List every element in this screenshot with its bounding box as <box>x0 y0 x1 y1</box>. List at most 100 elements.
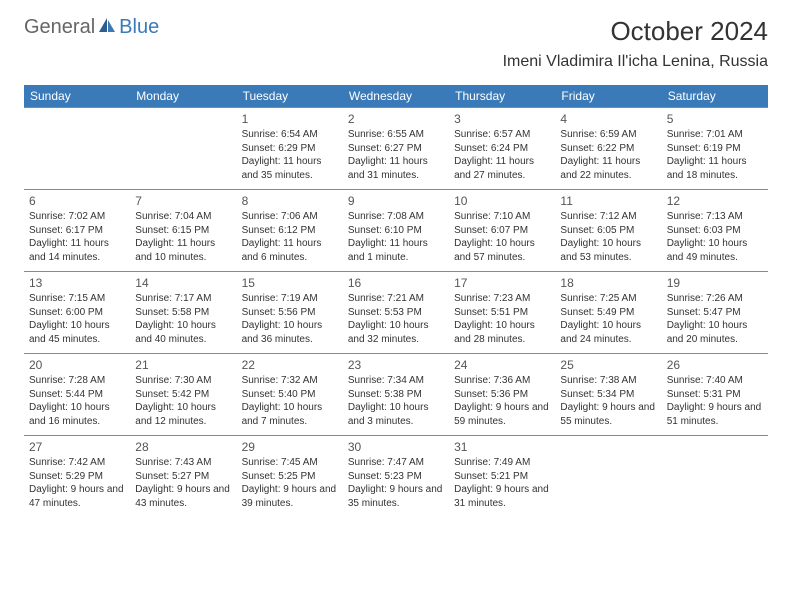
day-detail-line: Daylight: 10 hours and 12 minutes. <box>135 401 231 428</box>
day-detail-line: Sunrise: 7:34 AM <box>348 374 444 388</box>
day-detail-line: Sunrise: 6:59 AM <box>560 128 656 142</box>
day-detail-line: Daylight: 9 hours and 35 minutes. <box>348 483 444 510</box>
day-number: 20 <box>29 357 125 373</box>
day-detail-line: Daylight: 11 hours and 6 minutes. <box>242 237 338 264</box>
page-title: October 2024 <box>503 16 768 47</box>
day-number: 10 <box>454 193 550 209</box>
day-number: 18 <box>560 275 656 291</box>
day-detail-line: Sunrise: 7:04 AM <box>135 210 231 224</box>
day-number: 7 <box>135 193 231 209</box>
day-number: 4 <box>560 111 656 127</box>
calendar-week-row: 6Sunrise: 7:02 AMSunset: 6:17 PMDaylight… <box>24 190 768 272</box>
calendar-day-cell: 4Sunrise: 6:59 AMSunset: 6:22 PMDaylight… <box>555 108 661 190</box>
day-detail-line: Sunrise: 7:12 AM <box>560 210 656 224</box>
day-number: 21 <box>135 357 231 373</box>
calendar-day-cell: 16Sunrise: 7:21 AMSunset: 5:53 PMDayligh… <box>343 272 449 354</box>
day-detail-line: Daylight: 11 hours and 1 minute. <box>348 237 444 264</box>
logo: General Blue <box>24 16 159 39</box>
day-detail-line: Sunset: 5:42 PM <box>135 388 231 402</box>
day-number: 17 <box>454 275 550 291</box>
day-detail-line: Sunrise: 7:17 AM <box>135 292 231 306</box>
day-detail-line: Daylight: 10 hours and 40 minutes. <box>135 319 231 346</box>
day-number: 16 <box>348 275 444 291</box>
day-detail-line: Sunrise: 7:43 AM <box>135 456 231 470</box>
day-detail-line: Sunrise: 7:15 AM <box>29 292 125 306</box>
day-detail-line: Sunset: 5:51 PM <box>454 306 550 320</box>
day-detail-line: Sunrise: 6:57 AM <box>454 128 550 142</box>
day-detail-line: Sunrise: 7:47 AM <box>348 456 444 470</box>
day-detail-line: Sunrise: 7:32 AM <box>242 374 338 388</box>
day-detail-line: Sunset: 6:22 PM <box>560 142 656 156</box>
day-detail-line: Daylight: 10 hours and 49 minutes. <box>667 237 763 264</box>
day-detail-line: Daylight: 10 hours and 7 minutes. <box>242 401 338 428</box>
day-detail-line: Sunrise: 7:02 AM <box>29 210 125 224</box>
day-detail-line: Daylight: 10 hours and 16 minutes. <box>29 401 125 428</box>
day-detail-line: Sunset: 5:27 PM <box>135 470 231 484</box>
day-detail-line: Daylight: 9 hours and 39 minutes. <box>242 483 338 510</box>
day-detail-line: Sunset: 5:25 PM <box>242 470 338 484</box>
day-detail-line: Sunrise: 6:55 AM <box>348 128 444 142</box>
calendar-day-cell: 10Sunrise: 7:10 AMSunset: 6:07 PMDayligh… <box>449 190 555 272</box>
day-number: 2 <box>348 111 444 127</box>
calendar-day-cell: 28Sunrise: 7:43 AMSunset: 5:27 PMDayligh… <box>130 436 236 518</box>
day-detail-line: Daylight: 11 hours and 14 minutes. <box>29 237 125 264</box>
day-detail-line: Sunrise: 7:49 AM <box>454 456 550 470</box>
calendar-day-cell <box>662 436 768 518</box>
day-header: Wednesday <box>343 85 449 108</box>
calendar-day-cell: 26Sunrise: 7:40 AMSunset: 5:31 PMDayligh… <box>662 354 768 436</box>
day-detail-line: Sunrise: 7:01 AM <box>667 128 763 142</box>
calendar-day-cell: 30Sunrise: 7:47 AMSunset: 5:23 PMDayligh… <box>343 436 449 518</box>
day-number: 29 <box>242 439 338 455</box>
day-detail-line: Sunset: 5:29 PM <box>29 470 125 484</box>
day-detail-line: Sunset: 5:58 PM <box>135 306 231 320</box>
title-block: October 2024 Imeni Vladimira Il'icha Len… <box>503 16 768 71</box>
calendar-day-cell: 12Sunrise: 7:13 AMSunset: 6:03 PMDayligh… <box>662 190 768 272</box>
day-detail-line: Sunrise: 7:23 AM <box>454 292 550 306</box>
day-number: 28 <box>135 439 231 455</box>
day-number: 12 <box>667 193 763 209</box>
day-detail-line: Sunset: 5:49 PM <box>560 306 656 320</box>
calendar-day-cell <box>555 436 661 518</box>
day-detail-line: Sunrise: 7:42 AM <box>29 456 125 470</box>
day-detail-line: Daylight: 9 hours and 59 minutes. <box>454 401 550 428</box>
day-header: Tuesday <box>237 85 343 108</box>
day-detail-line: Sunrise: 7:06 AM <box>242 210 338 224</box>
day-detail-line: Sunrise: 7:08 AM <box>348 210 444 224</box>
day-detail-line: Daylight: 9 hours and 47 minutes. <box>29 483 125 510</box>
calendar-day-cell: 31Sunrise: 7:49 AMSunset: 5:21 PMDayligh… <box>449 436 555 518</box>
calendar-day-cell: 20Sunrise: 7:28 AMSunset: 5:44 PMDayligh… <box>24 354 130 436</box>
calendar-day-cell: 1Sunrise: 6:54 AMSunset: 6:29 PMDaylight… <box>237 108 343 190</box>
day-number: 22 <box>242 357 338 373</box>
calendar-week-row: 1Sunrise: 6:54 AMSunset: 6:29 PMDaylight… <box>24 108 768 190</box>
calendar-day-cell: 2Sunrise: 6:55 AMSunset: 6:27 PMDaylight… <box>343 108 449 190</box>
day-detail-line: Sunset: 5:34 PM <box>560 388 656 402</box>
day-detail-line: Daylight: 10 hours and 45 minutes. <box>29 319 125 346</box>
calendar-day-cell: 22Sunrise: 7:32 AMSunset: 5:40 PMDayligh… <box>237 354 343 436</box>
day-detail-line: Daylight: 10 hours and 36 minutes. <box>242 319 338 346</box>
day-detail-line: Sunset: 6:07 PM <box>454 224 550 238</box>
day-detail-line: Sunset: 5:21 PM <box>454 470 550 484</box>
day-detail-line: Sunset: 5:36 PM <box>454 388 550 402</box>
day-detail-line: Sunrise: 7:13 AM <box>667 210 763 224</box>
day-detail-line: Daylight: 9 hours and 55 minutes. <box>560 401 656 428</box>
day-detail-line: Sunset: 5:47 PM <box>667 306 763 320</box>
day-detail-line: Sunset: 5:56 PM <box>242 306 338 320</box>
calendar-day-cell: 24Sunrise: 7:36 AMSunset: 5:36 PMDayligh… <box>449 354 555 436</box>
day-detail-line: Sunrise: 7:38 AM <box>560 374 656 388</box>
day-number: 23 <box>348 357 444 373</box>
page-header: General Blue October 2024 Imeni Vladimir… <box>0 0 792 75</box>
calendar-day-cell: 21Sunrise: 7:30 AMSunset: 5:42 PMDayligh… <box>130 354 236 436</box>
calendar-day-cell <box>130 108 236 190</box>
calendar-day-cell: 6Sunrise: 7:02 AMSunset: 6:17 PMDaylight… <box>24 190 130 272</box>
day-detail-line: Sunrise: 7:25 AM <box>560 292 656 306</box>
day-detail-line: Sunset: 6:03 PM <box>667 224 763 238</box>
day-number: 30 <box>348 439 444 455</box>
day-detail-line: Sunrise: 7:28 AM <box>29 374 125 388</box>
day-detail-line: Sunset: 6:10 PM <box>348 224 444 238</box>
calendar-day-cell: 25Sunrise: 7:38 AMSunset: 5:34 PMDayligh… <box>555 354 661 436</box>
calendar-day-cell: 19Sunrise: 7:26 AMSunset: 5:47 PMDayligh… <box>662 272 768 354</box>
day-detail-line: Sunset: 6:27 PM <box>348 142 444 156</box>
day-number: 9 <box>348 193 444 209</box>
day-detail-line: Daylight: 9 hours and 43 minutes. <box>135 483 231 510</box>
calendar-day-cell: 9Sunrise: 7:08 AMSunset: 6:10 PMDaylight… <box>343 190 449 272</box>
